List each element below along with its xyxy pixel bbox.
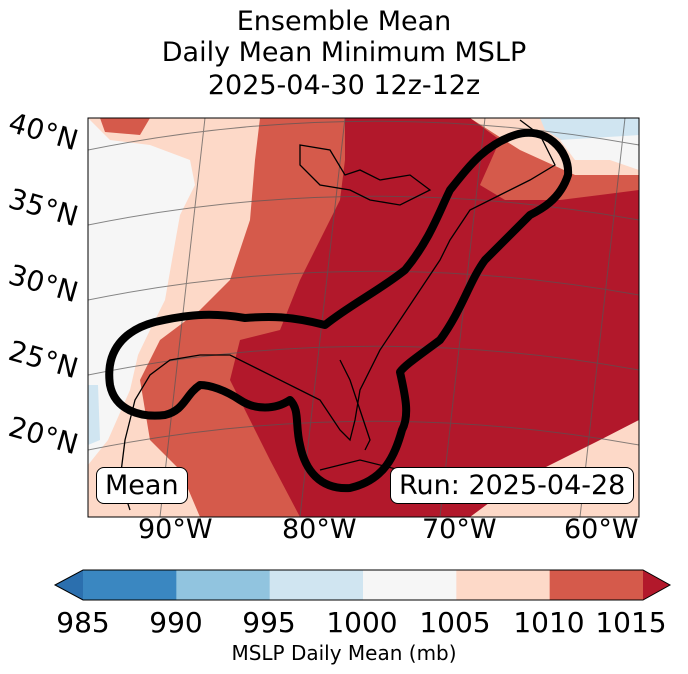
- graticule-lat-30: [88, 270, 639, 301]
- colorbar-segment: [176, 570, 271, 600]
- graticule: [88, 118, 639, 517]
- pressure-region-1000-1005-ne: [560, 135, 639, 170]
- lon-label-80: 80°W: [282, 514, 357, 545]
- pressure-region-995-1000-west: [88, 385, 100, 445]
- colorbar-tick-1000: 1000: [326, 606, 398, 639]
- colorbar-tick-985: 985: [56, 606, 110, 639]
- title-line-1: Ensemble Mean: [236, 6, 452, 37]
- colorbar-segment: [456, 570, 551, 600]
- pressure-region-1000-1005-west: [88, 118, 195, 465]
- graticule-lat-25: [88, 345, 639, 376]
- colorbar-label: MSLP Daily Mean (mb): [231, 641, 457, 665]
- contour-line: [105, 128, 573, 493]
- mean-label: Mean: [96, 467, 188, 504]
- coastline-gulf: [119, 354, 301, 511]
- colorbar-tick-1010: 1010: [513, 606, 585, 639]
- coastline-florida: [339, 359, 371, 451]
- colorbar-extend-high: [643, 570, 670, 600]
- run-label: Run: 2025-04-28: [390, 467, 635, 504]
- coastline-east-coast: [299, 119, 556, 442]
- map-frame: [87, 117, 640, 518]
- lon-label-90: 90°W: [138, 514, 213, 545]
- coastlines: [119, 119, 556, 511]
- pressure-region-1010-1015-nw: [100, 118, 150, 135]
- title-line-3: 2025-04-30 12z-12z: [207, 70, 481, 101]
- graticule-lon-70: [439, 118, 486, 517]
- lon-label-70: 70°W: [422, 514, 497, 545]
- colorbar-segment: [549, 570, 644, 600]
- colorbar-segment: [269, 570, 364, 600]
- colorbar-tick-1005: 1005: [419, 606, 491, 639]
- coastline-great-lakes: [299, 144, 432, 206]
- colorbar-segment: [363, 570, 457, 600]
- colorbar-tick-990: 990: [149, 606, 203, 639]
- colorbar-segment: [83, 570, 177, 600]
- colorbar-extend-low: [55, 570, 83, 600]
- graticule-lat-20: [88, 420, 639, 451]
- graticule-lon-60: [579, 118, 626, 517]
- colorbar-tick-1015: 1015: [595, 606, 667, 639]
- colorbar-tick-995: 995: [242, 606, 296, 639]
- title-line-2: Daily Mean Minimum MSLP: [161, 37, 527, 68]
- colorbar-outline: [53, 569, 672, 601]
- graticule-lon-80: [299, 118, 346, 517]
- lon-label-60: 60°W: [564, 514, 639, 545]
- graticule-lat-40: [88, 120, 639, 151]
